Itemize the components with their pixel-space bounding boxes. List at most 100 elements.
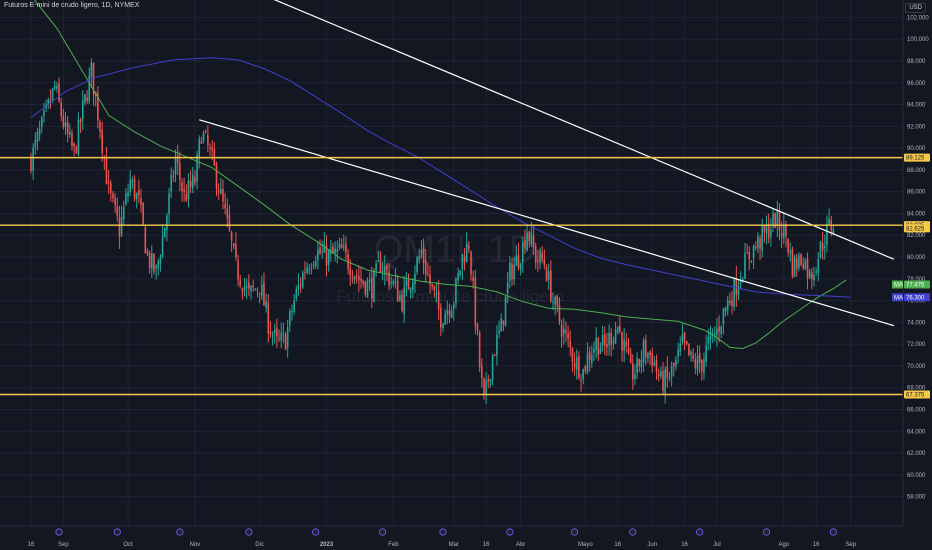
candle-body bbox=[662, 371, 664, 392]
candle-body bbox=[101, 130, 103, 154]
x-tick-label: Mar bbox=[449, 542, 459, 548]
candle-body bbox=[340, 243, 343, 249]
candle-body bbox=[90, 62, 93, 78]
candle bbox=[808, 268, 811, 280]
ma-value-tag-name-box bbox=[892, 280, 903, 289]
candle-body bbox=[608, 332, 610, 346]
candle-body bbox=[97, 92, 99, 121]
event-marker-icon[interactable] bbox=[570, 528, 579, 536]
candle bbox=[310, 263, 313, 275]
event-marker-icon[interactable] bbox=[629, 528, 637, 536]
candle bbox=[500, 313, 503, 332]
candle-body bbox=[657, 374, 660, 377]
candle-body bbox=[539, 250, 541, 264]
candle bbox=[547, 263, 550, 290]
candle bbox=[716, 318, 718, 347]
currency-button[interactable]: USD bbox=[905, 3, 926, 13]
y-tick-label: 88.000 bbox=[907, 168, 926, 174]
candle-body bbox=[405, 280, 408, 287]
candle bbox=[705, 334, 707, 367]
candle bbox=[806, 252, 809, 290]
candle-body bbox=[252, 286, 254, 288]
event-marker-icon[interactable] bbox=[439, 528, 447, 536]
candle-body bbox=[808, 270, 811, 277]
event-marker-icon[interactable] bbox=[762, 528, 771, 536]
candle-body bbox=[465, 243, 468, 262]
y-tick-label: 58.000 bbox=[907, 495, 926, 501]
candle-body bbox=[685, 340, 688, 345]
event-marker-icon[interactable] bbox=[506, 528, 514, 536]
event-marker-icon[interactable] bbox=[829, 528, 838, 536]
candle bbox=[737, 279, 740, 301]
candle-body bbox=[565, 329, 567, 333]
candle bbox=[319, 239, 321, 256]
y-tick-label: 74.000 bbox=[907, 320, 926, 326]
candle-body bbox=[463, 256, 466, 263]
candle-body bbox=[729, 300, 731, 304]
event-marker-icon[interactable] bbox=[378, 528, 387, 536]
candle-body bbox=[127, 191, 129, 197]
candle-body bbox=[267, 303, 270, 334]
candle bbox=[478, 330, 481, 373]
candle-body bbox=[532, 235, 535, 248]
candle bbox=[526, 224, 528, 252]
candle-body bbox=[811, 272, 813, 280]
candle-body bbox=[271, 334, 274, 336]
candle-body bbox=[800, 254, 802, 265]
candle bbox=[793, 254, 796, 278]
candle-body bbox=[366, 280, 369, 297]
candle-body bbox=[748, 252, 751, 260]
candle bbox=[640, 350, 643, 374]
candle-body bbox=[60, 102, 62, 117]
candle-body bbox=[562, 328, 565, 335]
candle-body bbox=[541, 253, 544, 261]
candle-body bbox=[133, 178, 136, 199]
candle-body bbox=[418, 255, 421, 259]
candle-body bbox=[644, 339, 647, 358]
candle-body bbox=[358, 276, 360, 281]
candle-body bbox=[457, 272, 459, 281]
candle bbox=[312, 261, 315, 270]
candle bbox=[163, 227, 166, 238]
candle-body bbox=[401, 294, 403, 311]
candle bbox=[644, 334, 647, 366]
candle-body bbox=[351, 277, 354, 279]
candle-body bbox=[291, 311, 293, 313]
candle bbox=[325, 235, 328, 277]
candle bbox=[217, 183, 220, 200]
candle-body bbox=[506, 282, 509, 294]
candle bbox=[299, 277, 302, 293]
candle-body bbox=[789, 250, 792, 254]
candle-body bbox=[588, 351, 591, 360]
event-marker-icon[interactable] bbox=[245, 528, 253, 536]
candle bbox=[144, 225, 147, 254]
candle-body bbox=[146, 250, 149, 255]
event-marker-icon[interactable] bbox=[696, 528, 704, 536]
candle bbox=[485, 371, 487, 405]
candle bbox=[420, 240, 423, 259]
candle-body bbox=[245, 285, 248, 288]
candle bbox=[366, 277, 369, 298]
event-marker-icon[interactable] bbox=[55, 528, 63, 536]
candle-body bbox=[776, 211, 779, 226]
candle-body bbox=[69, 132, 71, 135]
candle-body bbox=[332, 246, 334, 254]
candle bbox=[30, 152, 32, 174]
candle bbox=[513, 257, 515, 286]
candle bbox=[722, 308, 725, 335]
candle bbox=[38, 120, 41, 141]
candle-body bbox=[66, 121, 69, 134]
candle-body bbox=[360, 278, 362, 282]
candle bbox=[355, 269, 358, 284]
event-marker-icon[interactable] bbox=[312, 528, 320, 536]
event-marker-icon[interactable] bbox=[176, 528, 184, 536]
event-marker-icon[interactable] bbox=[113, 528, 121, 536]
x-tick-label: 16 bbox=[681, 542, 688, 548]
price-axis: 58.000 60.000 62.000 64.000 66.000 68.000 70.0… bbox=[892, 0, 932, 526]
y-tick-label: 94.000 bbox=[907, 103, 926, 109]
candle-body bbox=[621, 332, 623, 351]
candle-body bbox=[185, 193, 188, 201]
candle bbox=[798, 252, 800, 272]
candle bbox=[142, 202, 144, 227]
